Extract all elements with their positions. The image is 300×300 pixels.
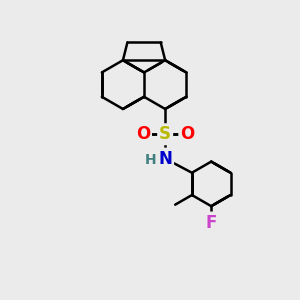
Text: H: H (145, 153, 156, 167)
Text: S: S (159, 125, 171, 143)
Text: O: O (136, 125, 150, 143)
Text: O: O (180, 125, 195, 143)
Text: N: N (158, 150, 172, 168)
Text: F: F (206, 214, 217, 232)
